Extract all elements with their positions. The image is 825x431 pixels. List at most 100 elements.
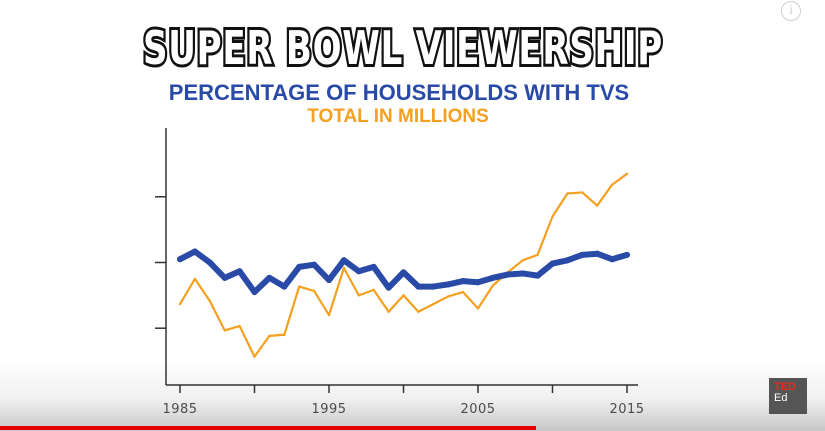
series-1-point (611, 183, 614, 186)
series-1-point (268, 334, 271, 337)
series-0-point (460, 278, 467, 285)
series-0-segment (281, 263, 303, 290)
series-0-segment (206, 259, 228, 281)
series-1-point (432, 303, 435, 306)
series-1-point (387, 310, 390, 313)
series-0 (177, 248, 630, 296)
series-1-segment (342, 266, 360, 297)
series-1-segment (298, 285, 316, 293)
series-1-point (193, 277, 196, 281)
legend-total-millions: TOTAL IN MILLIONS (307, 106, 489, 127)
player-overlay-gradient (0, 360, 825, 431)
series-0-segment (191, 248, 213, 266)
series-0-point (385, 284, 392, 291)
series-1-segment (536, 215, 554, 256)
series-0-segment (236, 268, 258, 296)
series-1-segment (283, 285, 301, 336)
series-1-point (447, 295, 450, 298)
series-0-segment (534, 260, 556, 279)
series-1-segment (372, 288, 390, 313)
series-1-point (417, 310, 420, 313)
x-tick-label: 1995 (311, 402, 346, 417)
series-1-segment (402, 294, 420, 313)
series-1-point (476, 307, 480, 310)
series-0-point (251, 289, 258, 296)
series-0-point (430, 283, 437, 290)
series-0-point (296, 263, 303, 270)
series-0-segment (251, 274, 273, 296)
series-0-point (206, 259, 213, 266)
series-1-segment (178, 277, 196, 306)
series-1-segment (462, 290, 480, 310)
series-1-segment (432, 295, 450, 306)
series-0-point (370, 263, 377, 270)
series-1-point (625, 172, 629, 175)
ted-logo-text: TED (774, 381, 796, 393)
series-0-segment (326, 257, 347, 284)
series-1-segment (268, 333, 286, 337)
series-0-point (489, 274, 496, 281)
series-1 (178, 172, 629, 358)
series-1-segment (610, 172, 629, 186)
series-1-segment (193, 277, 211, 302)
series-0-segment (311, 261, 332, 284)
series-0-point (281, 283, 288, 290)
series-0-point (400, 269, 407, 276)
series-0-point (355, 268, 362, 275)
video-progress-fill (0, 426, 537, 430)
series-0-point (519, 270, 526, 277)
ted-ed-logo[interactable]: TED Ed (769, 378, 807, 414)
series-1-segment (313, 289, 331, 317)
series-1-point (238, 324, 241, 328)
series-1-point (566, 192, 569, 195)
series-0-point (549, 260, 556, 267)
series-0-segment (400, 269, 422, 290)
series-0-point (311, 261, 318, 268)
series-0-point (609, 256, 616, 263)
series-1-point (327, 313, 331, 317)
series-0-point (340, 257, 347, 264)
series-1-segment (506, 259, 524, 274)
series-1-point (283, 333, 286, 336)
series-1-segment (417, 303, 435, 313)
ed-logo-text: Ed (774, 392, 788, 404)
series-1-point (536, 253, 539, 256)
series-1-point (521, 259, 524, 262)
series-0-point (475, 279, 481, 286)
series-0-segment (340, 257, 362, 275)
series-0-point (534, 272, 541, 279)
series-0-segment (385, 269, 407, 291)
series-1-point (357, 294, 360, 297)
series-1-point (551, 215, 554, 218)
series-1-segment (447, 290, 465, 298)
series-1-point (208, 299, 211, 302)
series-1-point (298, 285, 301, 288)
series-1-segment (357, 288, 375, 297)
x-tick-label: 2005 (460, 402, 495, 417)
series-1-point (178, 303, 182, 306)
series-0-point (504, 271, 511, 278)
series-1-segment (253, 334, 271, 358)
series-1-segment (327, 266, 345, 317)
series-1-segment (238, 324, 256, 358)
series-0-point (221, 274, 228, 281)
series-1-point (313, 289, 316, 293)
series-1-segment (566, 191, 584, 195)
series-0-point (579, 251, 586, 258)
series-0-point (445, 281, 452, 288)
info-icon[interactable]: i (781, 1, 801, 21)
series-1-segment (581, 191, 599, 207)
series-1-point (372, 288, 375, 291)
series-0-point (326, 277, 332, 284)
series-1-segment (387, 294, 405, 313)
series-0-point (191, 248, 198, 255)
series-0-point (564, 257, 571, 264)
series-0-point (415, 283, 422, 290)
x-tick-label: 2015 (609, 402, 644, 417)
chart-title: SUPER BOWL VIEWERSHIP (143, 21, 663, 75)
series-1-segment (596, 183, 614, 207)
x-tick-label: 1985 (162, 402, 197, 417)
series-1-point (581, 191, 584, 194)
series-1-point (491, 284, 494, 287)
